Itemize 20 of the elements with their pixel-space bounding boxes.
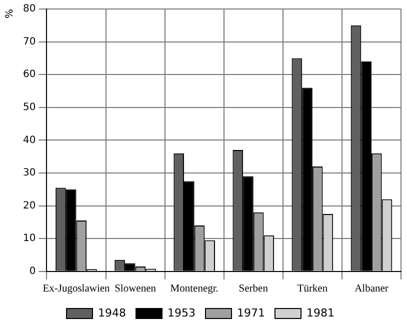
y-axis-title: %: [4, 9, 16, 19]
legend-label: 1953: [168, 306, 196, 320]
legend-label: 1981: [306, 306, 334, 320]
y-tick-label: 60: [22, 69, 36, 80]
y-tick-label: 80: [22, 4, 36, 15]
y-tick-label: 20: [22, 200, 36, 212]
y-tick-label: 70: [22, 36, 36, 48]
y-tick-label: 10: [22, 233, 36, 244]
y-tick-label: 30: [22, 168, 36, 179]
x-tick-label: Türken: [297, 283, 328, 294]
x-tick-label: Serben: [238, 283, 269, 294]
x-tick-label: Albaner: [354, 283, 389, 294]
y-tick-label: 40: [22, 134, 36, 146]
x-tick-label: Slowenen: [114, 283, 157, 294]
y-tick-label: 0: [29, 266, 36, 277]
x-tick-label: Montenegr.: [170, 283, 218, 294]
legend-label: 1948: [98, 306, 126, 320]
y-tick-label: 50: [22, 102, 36, 113]
x-tick-label: Ex-Jugoslawien: [42, 283, 111, 294]
legend-label: 1971: [237, 306, 265, 320]
